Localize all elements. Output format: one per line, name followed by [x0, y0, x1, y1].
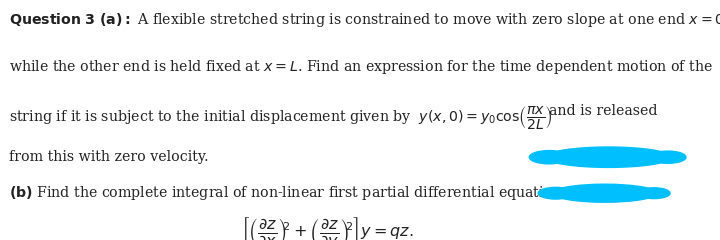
Text: string if it is subject to the initial displacement given by  $y(x,0) = y_0\cos\: string if it is subject to the initial d… [9, 104, 553, 132]
Ellipse shape [552, 184, 657, 202]
Text: while the other end is held fixed at $x=L$. Find an expression for the time depe: while the other end is held fixed at $x=… [9, 58, 714, 76]
Ellipse shape [529, 150, 569, 164]
Text: and is released: and is released [549, 104, 657, 118]
Ellipse shape [546, 147, 671, 168]
Text: from this with zero velocity.: from this with zero velocity. [9, 150, 209, 164]
Ellipse shape [638, 188, 670, 199]
Text: $\mathbf{Question\ 3\ (a):}$ A flexible stretched string is constrained to move : $\mathbf{Question\ 3\ (a):}$ A flexible … [9, 11, 720, 29]
Ellipse shape [649, 151, 686, 163]
Text: $\mathbf{(b)}$ Find the complete integral of non-linear first partial differenti: $\mathbf{(b)}$ Find the complete integra… [9, 184, 563, 202]
Text: $\left[\left(\dfrac{\partial z}{\partial x}\right)^{\!\!2}+\left(\dfrac{\partial: $\left[\left(\dfrac{\partial z}{\partial… [241, 215, 414, 240]
Ellipse shape [538, 187, 573, 199]
